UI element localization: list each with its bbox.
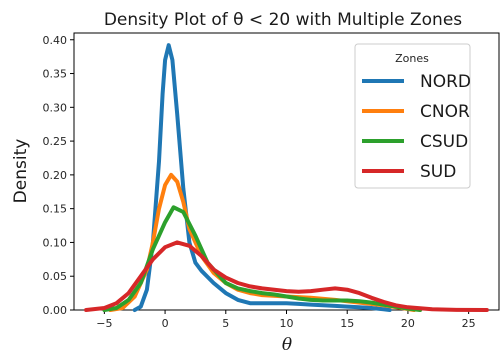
- x-axis-ticks: −5 0 5 10 15 20 25: [96, 310, 476, 330]
- x-tick-label: 10: [280, 317, 294, 330]
- y-tick-label: 0.35: [43, 68, 68, 81]
- y-tick-label: 0.25: [43, 135, 68, 148]
- y-tick-label: 0.30: [43, 101, 68, 114]
- series-lines: [84, 43, 489, 312]
- legend-label-cnor: CNOR: [420, 102, 470, 122]
- legend-title: Zones: [395, 52, 429, 65]
- y-tick-label: 0.20: [43, 169, 68, 182]
- y-tick-label: 0.15: [43, 203, 68, 216]
- legend-label-csud: CSUD: [420, 132, 468, 152]
- legend-label-sud: SUD: [420, 162, 456, 182]
- x-tick-label: −5: [96, 317, 112, 330]
- legend-label-nord: NORD: [420, 72, 471, 92]
- y-tick-label: 0.00: [43, 304, 68, 317]
- y-axis-label: Density: [11, 139, 31, 204]
- x-axis-label: θ: [282, 335, 292, 354]
- chart-title: Density Plot of θ < 20 with Multiple Zon…: [104, 10, 462, 30]
- x-tick-label: 20: [401, 317, 415, 330]
- x-tick-label: 15: [340, 317, 354, 330]
- series-line-sud: [84, 240, 489, 312]
- legend-items: NORD CNOR CSUD SUD: [362, 72, 471, 182]
- legend: Zones NORD CNOR CSUD SUD: [354, 43, 471, 189]
- series-line-nord: [132, 43, 392, 312]
- x-tick-label: 0: [162, 317, 169, 330]
- y-tick-label: 0.40: [43, 34, 68, 47]
- x-tick-label: 25: [462, 317, 476, 330]
- series-line-csud: [102, 205, 423, 312]
- y-tick-label: 0.10: [43, 236, 68, 249]
- y-tick-label: 0.05: [43, 270, 68, 283]
- y-axis-ticks: 0.00 0.05 0.10 0.15 0.20 0.25 0.30 0.35 0.40: [43, 34, 74, 317]
- x-tick-label: 5: [222, 317, 229, 330]
